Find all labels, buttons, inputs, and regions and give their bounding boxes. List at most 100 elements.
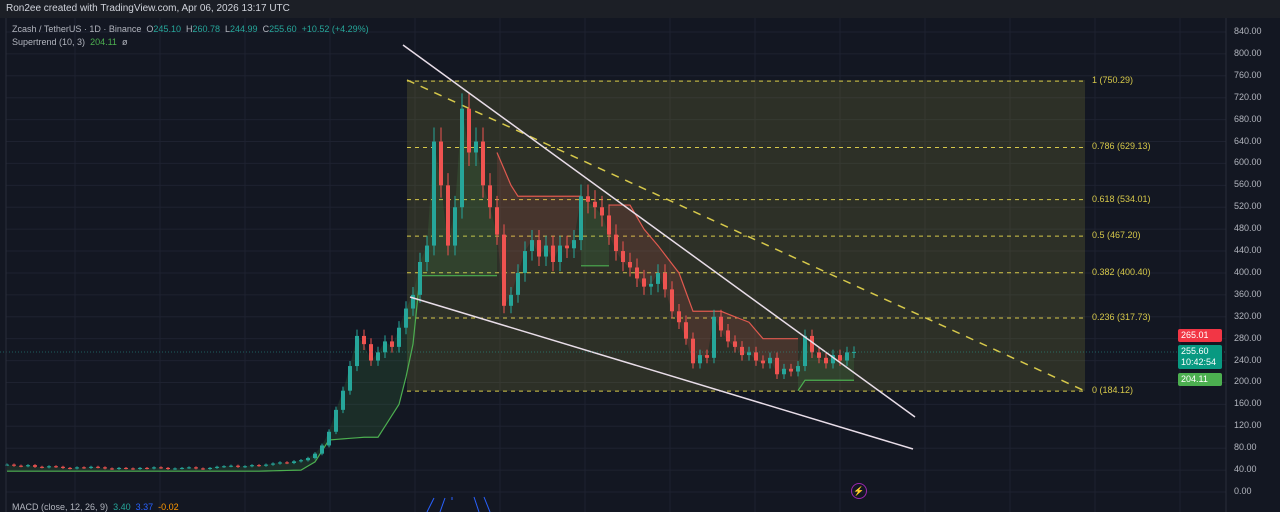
macd-value: 3.40	[113, 502, 131, 512]
candle-body	[544, 245, 548, 257]
candle-body	[621, 251, 625, 262]
supertrend-legend[interactable]: Supertrend (10, 3) 204.11 ø	[12, 37, 127, 47]
candle-body	[138, 467, 142, 469]
candle-body	[460, 108, 464, 208]
candle-body	[383, 341, 387, 353]
lightning-icon[interactable]: ⚡	[851, 483, 867, 499]
candle-body	[789, 368, 793, 372]
low-value: 244.99	[230, 24, 258, 34]
candle-body	[187, 467, 191, 469]
candle-body	[264, 464, 268, 466]
price-tick-label: 80.00	[1234, 442, 1257, 453]
price-tick-label: 720.00	[1234, 91, 1262, 102]
fib-level-label: 0.5 (467.20)	[1092, 230, 1141, 241]
supertrend-label: Supertrend (10, 3)	[12, 37, 86, 47]
candle-body	[404, 308, 408, 328]
candle-body	[229, 465, 233, 467]
candle-body	[75, 467, 79, 469]
candle-body	[47, 466, 51, 468]
last-price-value: 255.60	[1181, 346, 1209, 356]
candle-body	[607, 215, 611, 235]
candle-body	[12, 464, 16, 466]
price-tick-label: 800.00	[1234, 47, 1262, 58]
candle-body	[110, 468, 114, 470]
price-tick-label: 680.00	[1234, 113, 1262, 124]
candle-body	[124, 467, 128, 469]
candle-body	[705, 355, 709, 358]
candle-body	[355, 335, 359, 367]
candle-body	[194, 467, 198, 469]
price-tick-label: 40.00	[1234, 464, 1257, 475]
candle-body	[159, 467, 163, 469]
price-tick-label: 520.00	[1234, 201, 1262, 212]
chart-credit-bar: Ron2ee created with TradingView.com, Apr…	[0, 0, 1280, 18]
candle-body	[586, 196, 590, 202]
macd-legend[interactable]: MACD (close, 12, 26, 9) 3.40 3.37 -0.02	[12, 502, 179, 512]
candle-body	[26, 465, 30, 467]
close-value: 255.60	[269, 24, 297, 34]
candle-body	[376, 352, 380, 361]
price-tick-label: 320.00	[1234, 310, 1262, 321]
candle-body	[628, 262, 632, 268]
fib-levels	[407, 80, 1085, 392]
high-label: H	[185, 24, 193, 34]
candle-body	[390, 341, 394, 347]
candle-body	[733, 341, 737, 347]
candle-body	[635, 267, 639, 279]
credit-text: Ron2ee created with TradingView.com, Apr…	[6, 3, 290, 14]
candle-body	[215, 466, 219, 468]
bar-countdown: 10:42:54	[1181, 357, 1217, 367]
open-value: 245.10	[153, 24, 181, 34]
candle-body	[222, 466, 226, 468]
candle-body	[670, 289, 674, 312]
candle-body	[411, 294, 415, 309]
candle-body	[761, 360, 765, 364]
price-tick-label: 560.00	[1234, 179, 1262, 190]
candle-body	[327, 431, 331, 446]
last-price-tag: 255.60 10:42:54	[1178, 345, 1222, 369]
candle-body	[54, 466, 58, 468]
open-label: O	[146, 24, 154, 34]
candle-body	[166, 467, 170, 469]
candle-body	[341, 390, 345, 410]
supertrend-line	[609, 204, 798, 340]
candle-body	[803, 335, 807, 367]
candle-body	[250, 465, 254, 467]
supertrend-line	[797, 379, 854, 392]
high-price-tag: 265.01	[1178, 329, 1222, 342]
upper-trendline[interactable]	[402, 44, 916, 418]
candle-body	[40, 466, 44, 468]
candle-body	[425, 245, 429, 262]
price-tick-label: 360.00	[1234, 288, 1262, 299]
candle-body	[509, 294, 513, 306]
candle-body	[89, 466, 93, 468]
candle-body	[642, 278, 646, 287]
fib-diagonal-dashed	[406, 79, 1086, 392]
candle-body	[292, 461, 296, 463]
candle-body	[418, 262, 422, 295]
supertrend-flag: ø	[121, 37, 128, 47]
price-tick-label: 440.00	[1234, 245, 1262, 256]
candle-body	[19, 465, 23, 467]
candle-body	[537, 240, 541, 257]
candle-body	[579, 196, 583, 241]
candle-body	[453, 207, 457, 246]
candle-body	[656, 272, 660, 284]
lower-trendline[interactable]	[409, 296, 914, 450]
candle-body	[747, 352, 751, 356]
candle-body	[838, 355, 842, 361]
fib-level-label: 0.236 (317.73)	[1092, 312, 1151, 322]
price-tick-label: 120.00	[1234, 420, 1262, 431]
supertrend-fill	[7, 108, 497, 472]
candle-body	[754, 352, 758, 361]
symbol-name[interactable]: Zcash / TetherUS · 1D · Binance	[12, 24, 142, 34]
candle-body	[698, 355, 702, 364]
price-tick-label: 760.00	[1234, 69, 1262, 80]
candles	[5, 93, 856, 470]
candle-body	[726, 330, 730, 342]
supertrend-line	[7, 275, 497, 472]
price-tick-label: 160.00	[1234, 398, 1262, 409]
candle-body	[103, 467, 107, 469]
price-tick-label: 0.00	[1234, 486, 1252, 496]
